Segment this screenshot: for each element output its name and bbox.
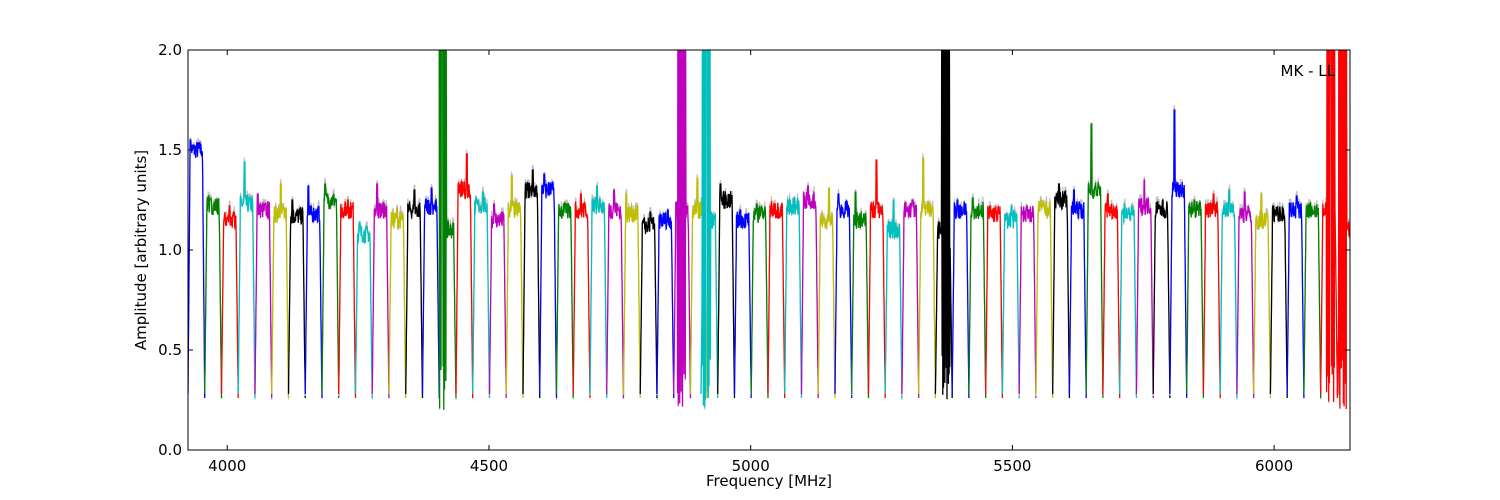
- x-tick-label: 5500: [993, 457, 1031, 475]
- series-line-18: [488, 203, 507, 399]
- series-line-41: [867, 159, 886, 399]
- series-line-68: [1320, 50, 1339, 403]
- series-line-19: [505, 175, 524, 399]
- series-line-27: [639, 211, 658, 399]
- series-line-3: [237, 161, 256, 399]
- series-line-9: [338, 199, 357, 399]
- series-line-10: [354, 221, 373, 399]
- series-line-34: [750, 203, 769, 399]
- series-line-47: [968, 197, 987, 399]
- y-axis-label: Amplitude [arbitrary units]: [132, 150, 150, 350]
- series-line-43: [901, 199, 920, 399]
- series-line-61: [1202, 193, 1221, 399]
- plot-area: [188, 50, 1350, 450]
- series-line-22: [555, 201, 574, 399]
- series-line-64: [1253, 193, 1272, 399]
- series-line-33: [733, 209, 752, 399]
- y-tick-label: 1.0: [158, 241, 182, 259]
- x-tick-label: 4500: [470, 457, 508, 475]
- series-line-63: [1236, 191, 1255, 399]
- x-tick-label: 6000: [1255, 457, 1293, 475]
- series-line-60: [1186, 199, 1205, 399]
- series-line-28: [656, 209, 675, 399]
- series-line-23: [572, 193, 591, 399]
- series-line-16: [455, 153, 474, 399]
- series-line-50: [1018, 205, 1037, 399]
- series-line-58: [1152, 199, 1171, 399]
- y-tick-label: 2.0: [158, 41, 182, 59]
- series-line-31: [700, 50, 719, 408]
- series-line-17: [472, 191, 491, 399]
- x-tick-label: 5000: [732, 457, 770, 475]
- series-line-62: [1219, 189, 1238, 399]
- y-tick-label: 0.0: [158, 441, 182, 459]
- series-line-8: [321, 183, 340, 399]
- y-tick-label: 1.5: [158, 141, 182, 159]
- y-tick-label: 0.5: [158, 341, 182, 359]
- series-line-55: [1102, 193, 1121, 399]
- series-line-51: [1035, 199, 1054, 399]
- series-line-42: [884, 199, 903, 399]
- series-line-46: [951, 199, 970, 399]
- series-line-37: [800, 185, 819, 399]
- series-line-1: [204, 195, 223, 399]
- series-line-7: [304, 185, 323, 399]
- series-line-39: [834, 193, 853, 399]
- series-line-53: [1068, 189, 1087, 399]
- series-line-12: [388, 207, 407, 399]
- series-layer: [188, 50, 1350, 410]
- series-line-57: [1135, 179, 1154, 399]
- series-line-32: [717, 183, 736, 399]
- series-line-69: [1336, 50, 1350, 410]
- series-line-40: [851, 191, 870, 399]
- series-line-4: [254, 193, 273, 399]
- series-line-52: [1052, 183, 1071, 399]
- series-line-66: [1286, 195, 1305, 399]
- series-line-48: [985, 205, 1004, 399]
- x-tick-label: 4000: [208, 457, 246, 475]
- series-line-49: [1001, 205, 1020, 399]
- series-line-29: [673, 50, 692, 407]
- series-line-25: [606, 189, 625, 399]
- series-line-54: [1085, 123, 1104, 399]
- series-line-26: [622, 193, 641, 399]
- series-line-65: [1269, 205, 1288, 399]
- series-line-36: [784, 197, 803, 399]
- series-line-11: [371, 183, 390, 399]
- series-line-5: [271, 183, 290, 399]
- series-line-56: [1119, 203, 1138, 399]
- series-line-24: [589, 185, 608, 399]
- series-line-2: [220, 205, 239, 399]
- series-line-20: [522, 169, 541, 399]
- series-line-38: [817, 187, 836, 399]
- series-line-0: [188, 139, 206, 399]
- series-line-59: [1169, 109, 1188, 399]
- series-line-14: [421, 187, 440, 399]
- series-line-44: [918, 157, 937, 399]
- series-line-67: [1303, 202, 1322, 399]
- series-line-15: [438, 50, 457, 410]
- series-line-21: [539, 173, 558, 399]
- x-axis-label: Frequency [MHz]: [706, 472, 832, 490]
- series-line-35: [767, 201, 786, 399]
- ticks-layer: 4000 4500 5000 5500 6000 0.0 0.5 1.0 1.5 2.0: [158, 41, 1350, 475]
- series-shadow-65: [1269, 201, 1288, 397]
- chart-annotation: MK - LL: [1281, 62, 1336, 80]
- series-line-13: [405, 189, 424, 399]
- series-line-45: [934, 50, 953, 400]
- series-shadow-44: [918, 153, 936, 399]
- series-line-6: [287, 199, 306, 399]
